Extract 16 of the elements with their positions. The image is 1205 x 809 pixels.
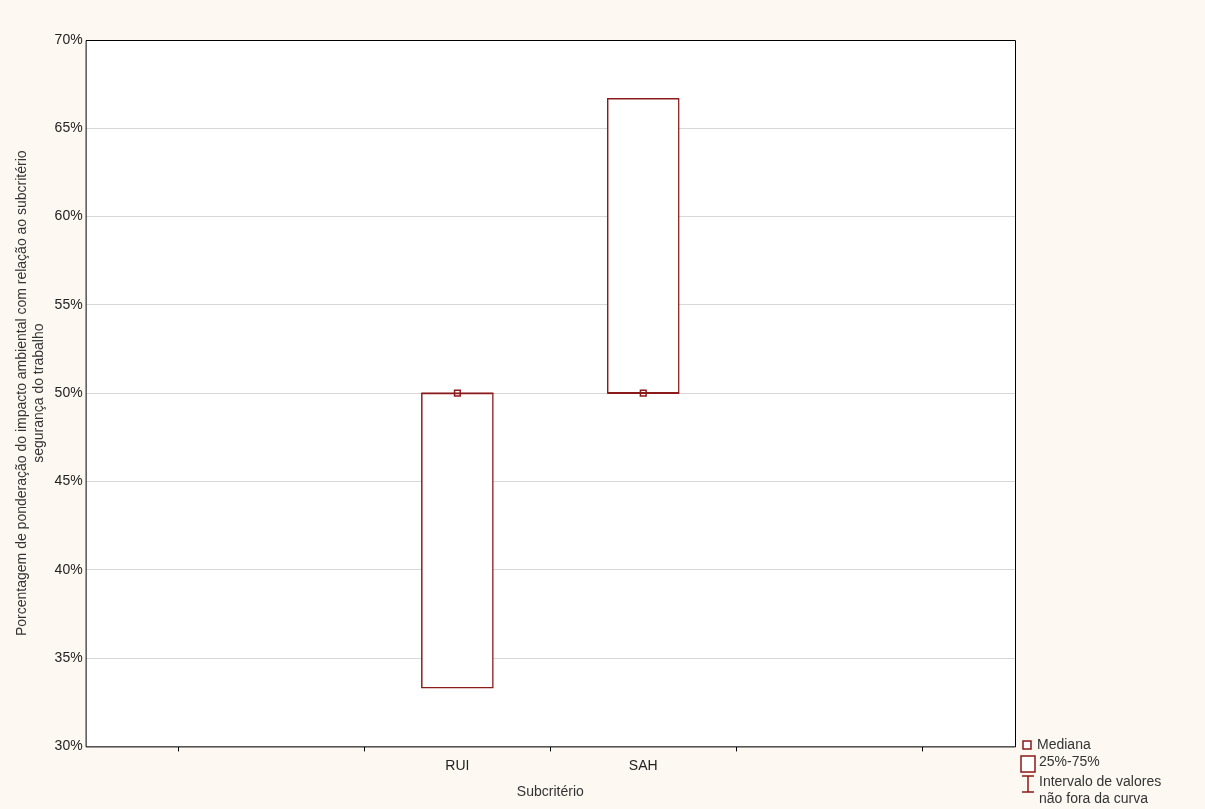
- x-tick-label: SAH: [628, 756, 658, 773]
- text: Intervalo de valores não fora da curva: [1039, 773, 1163, 807]
- y-axis-title: Porcentagem de ponderação do impacto ambiental com relação ao subcritério segurança do trabalho: [13, 150, 47, 637]
- text: 25%-75%: [1039, 753, 1100, 770]
- text: Mediana: [1037, 736, 1091, 753]
- y-tick-label: 70%: [54, 30, 83, 47]
- y-tick-label: 45%: [54, 472, 83, 489]
- x-axis-title: Subcritério: [516, 783, 584, 800]
- y-tick-label: 30%: [54, 737, 83, 754]
- x-tick-label: RUI: [445, 756, 470, 773]
- y-tick-label: 60%: [54, 207, 83, 224]
- y-tick-label: 55%: [54, 295, 83, 312]
- y-tick-label: 50%: [54, 384, 83, 401]
- y-tick-label: 40%: [54, 560, 83, 577]
- y-tick-label: 65%: [54, 119, 83, 136]
- y-tick-label: 35%: [54, 648, 83, 665]
